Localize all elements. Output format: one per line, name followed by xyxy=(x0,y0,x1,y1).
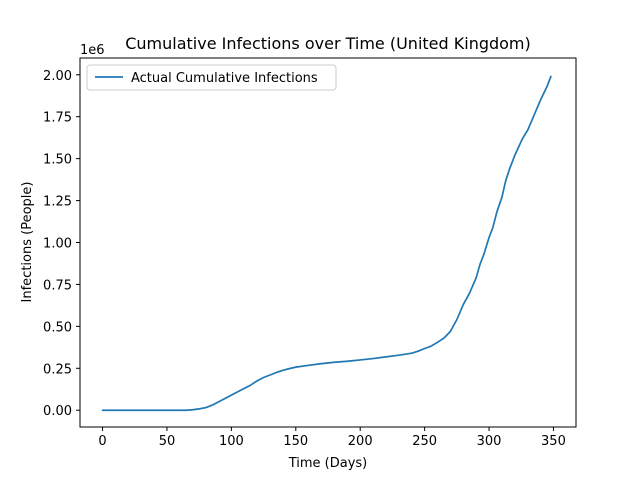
y-axis-scale-offset: 1e6 xyxy=(80,43,105,58)
x-tick-label: 300 xyxy=(477,434,502,449)
legend-box xyxy=(86,64,337,91)
legend-label: Actual Cumulative Infections xyxy=(131,71,318,86)
y-tick-label: 0.75 xyxy=(43,278,72,293)
y-tick-label: 1.00 xyxy=(43,237,72,252)
chart-title: Cumulative Infections over Time (United … xyxy=(125,34,531,53)
x-tick-label: 0 xyxy=(98,434,106,449)
y-tick-label: 0.25 xyxy=(43,362,72,377)
y-tick-label: 0.00 xyxy=(43,404,72,419)
x-tick-label: 150 xyxy=(283,434,308,449)
y-tick-label: 1.75 xyxy=(43,111,72,126)
series-layer xyxy=(101,75,552,412)
legend: Actual Cumulative Infections xyxy=(86,64,337,91)
y-tick-label: 2.00 xyxy=(43,69,72,84)
x-axis: 0 50 100 150 200 250 300 350 xyxy=(98,427,566,449)
y-axis-label: Infections (People) xyxy=(20,182,35,303)
x-tick-label: 350 xyxy=(541,434,566,449)
y-tick-label: 1.25 xyxy=(43,195,72,210)
x-tick-label: 250 xyxy=(412,434,437,449)
x-axis-label: Time (Days) xyxy=(288,456,368,471)
series-line-actual-cumulative-infections xyxy=(101,75,552,412)
x-tick-label: 200 xyxy=(348,434,373,449)
x-tick-label: 100 xyxy=(219,434,244,449)
x-tick-label: 50 xyxy=(159,434,176,449)
y-tick-label: 0.50 xyxy=(43,320,72,335)
y-axis: 0.00 0.25 0.50 0.75 1.00 1.25 1.50 1.75 2.00 xyxy=(43,69,80,419)
y-tick-label: 1.50 xyxy=(43,153,72,168)
